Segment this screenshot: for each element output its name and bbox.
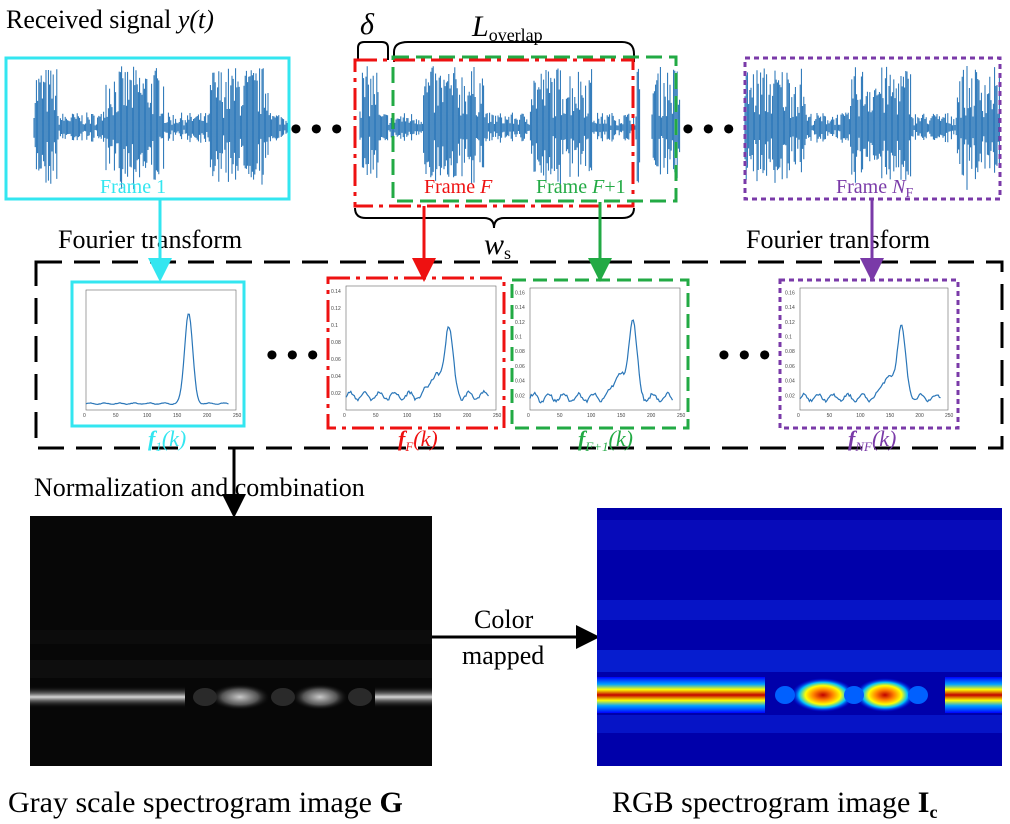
spectrum-F-plot-ytick: 0.06 [331, 357, 341, 363]
color-mapped-line1: Color [474, 605, 534, 634]
color-mapped-line2: mapped [462, 641, 544, 670]
spectrum-F1-plot-xtick: 50 [557, 413, 563, 419]
spectrum-F1-plot-ytick: 0.04 [515, 379, 525, 385]
spectrum-1-frame [70, 280, 246, 428]
spectrum-N-plot-xtick: 100 [856, 413, 865, 419]
spectrum-F1-plot-curve [529, 319, 674, 404]
overlap-label: Loverlap [471, 10, 543, 45]
spectrum-F-plot-ytick: 0.08 [331, 340, 341, 346]
caption-fF1: fF+1(k) [578, 426, 633, 454]
spectrum-F1-plot-axes [529, 287, 681, 411]
signal-ellipsis-1: • • • [290, 111, 343, 148]
signal-ellipsis-2: • • • [682, 111, 735, 148]
gray-caption: Gray scale spectrogram image G [8, 786, 403, 819]
spectrum-F-plot-xtick: 50 [373, 413, 379, 419]
spectrum-F-plot-xtick: 200 [463, 413, 472, 419]
spectrum-1-plot-xtick: 200 [203, 413, 212, 419]
spectrum-F-plot-axes [345, 285, 497, 411]
spectrum-F-plot-xtick: 150 [433, 413, 442, 419]
delta-label: δ [360, 8, 375, 41]
spectrum-F1-plot-ytick: 0.16 [515, 290, 525, 296]
signal-title: Received signal y(t) [6, 5, 214, 34]
rgb-caption: RGB spectrogram image Ic [612, 786, 937, 822]
fourier-label-right: Fourier transform [746, 225, 930, 254]
spectrum-F1-plot-ytick: 0.08 [515, 349, 525, 355]
spectrum-N-plot-xtick: 0 [797, 413, 800, 419]
frame-F1-box [391, 55, 678, 203]
spectrum-N-plot-xtick: 200 [915, 413, 924, 419]
delta-brace [357, 41, 389, 60]
spectrum-N-plot-ytick: 0.14 [785, 305, 795, 311]
spectrum-N-plot-ytick: 0.08 [785, 349, 795, 355]
spectrum-F-plot-xtick: 250 [493, 413, 502, 419]
spectrum-F-plot-xtick: 0 [343, 413, 346, 419]
frame-F-label: Frame F [424, 176, 493, 198]
frame-N-label: Frame NF [836, 176, 913, 201]
ws-label: ws [484, 228, 511, 263]
spectrum-F-plot-ytick: 0.1 [331, 323, 338, 329]
spectrum-F-plot-curve [345, 325, 489, 402]
signal-waveform [33, 66, 1000, 190]
spectrum-F1-plot-xtick: 0 [527, 413, 530, 419]
spectrum-1-plot-xtick: 50 [113, 413, 119, 419]
spectrum-N-plot-xtick: 250 [945, 413, 954, 419]
spectrum-F1-frame [510, 278, 690, 430]
spectrum-N-plot-xtick: 150 [886, 413, 895, 419]
spectrum-1-plot-xtick: 100 [143, 413, 152, 419]
normalization-label: Normalization and combination [34, 473, 365, 502]
waveform-segment [359, 66, 641, 185]
spectrum-N-frame [778, 278, 960, 430]
spectrum-1-plot-curve [85, 313, 229, 406]
spectrum-F1-plot-ytick: 0.1 [515, 335, 522, 341]
spectrum-F1-plot-ytick: 0.14 [515, 305, 525, 311]
spectrum-plots: 0 50 100 150 200 250 0 50 100 150 200 250 0.02 0.04 0.… [83, 285, 954, 419]
fourier-panel [34, 260, 1004, 450]
spectrum-N-plot-ytick: 0.12 [785, 320, 795, 326]
fourier-label-left: Fourier transform [58, 225, 242, 254]
spectrum-1-plot-xtick: 250 [233, 413, 242, 419]
ws-brace [354, 207, 635, 229]
frame-F1-label: Frame F+1 [536, 176, 626, 198]
gray-spectrogram [30, 516, 432, 766]
spectrum-F-plot-ytick: 0.14 [331, 289, 341, 295]
spectrum-N-plot-ytick: 0.1 [785, 335, 792, 341]
spectrum-F1-plot-ytick: 0.12 [515, 320, 525, 326]
spectrum-N-plot-curve [799, 324, 941, 404]
caption-fF: fF(k) [398, 426, 438, 454]
caption-fN: fNF(k) [848, 426, 896, 454]
frame-N-box [743, 56, 1002, 201]
frame-1-label: Frame 1 [100, 176, 166, 198]
spectrum-F1-plot-xtick: 150 [617, 413, 626, 419]
caption-f1: f1(k) [148, 426, 186, 454]
spectrum-N-plot-ytick: 0.02 [785, 393, 795, 399]
spectrum-N-plot-ytick: 0.06 [785, 364, 795, 370]
overlap-brace [393, 41, 635, 62]
spectrum-N-plot-ytick: 0.04 [785, 379, 795, 385]
spectrum-N-plot-xtick: 50 [827, 413, 833, 419]
waveform-segment [744, 66, 1000, 190]
spectrum-N-plot-axes [799, 287, 949, 411]
spectrum-ellipsis-1: • • • [266, 337, 319, 374]
spectrum-N-plot-ytick: 0.16 [785, 290, 795, 296]
spectrum-F1-plot-xtick: 100 [587, 413, 596, 419]
spectrum-1-plot-axes [85, 289, 237, 411]
spectrum-ellipsis-2: • • • [718, 337, 771, 374]
spectrum-F-plot-ytick: 0.12 [331, 306, 341, 312]
spectrum-F1-plot-xtick: 250 [677, 413, 686, 419]
spectrum-F1-plot-xtick: 200 [647, 413, 656, 419]
spectrum-F-frame [326, 276, 506, 430]
spectrum-F-plot-xtick: 100 [403, 413, 412, 419]
spectrum-1-plot-xtick: 0 [83, 413, 86, 419]
rgb-spectrogram [597, 508, 1002, 766]
waveform-segment [33, 66, 288, 190]
spectrum-F-plot-ytick: 0.04 [331, 374, 341, 380]
spectrum-F1-plot-ytick: 0.02 [515, 393, 525, 399]
frame-1-box [4, 56, 291, 201]
spectrum-F1-plot-ytick: 0.06 [515, 364, 525, 370]
frame-F-box [353, 58, 635, 208]
spectrum-1-plot-xtick: 150 [173, 413, 182, 419]
spectrum-F-plot-ytick: 0.02 [331, 391, 341, 397]
